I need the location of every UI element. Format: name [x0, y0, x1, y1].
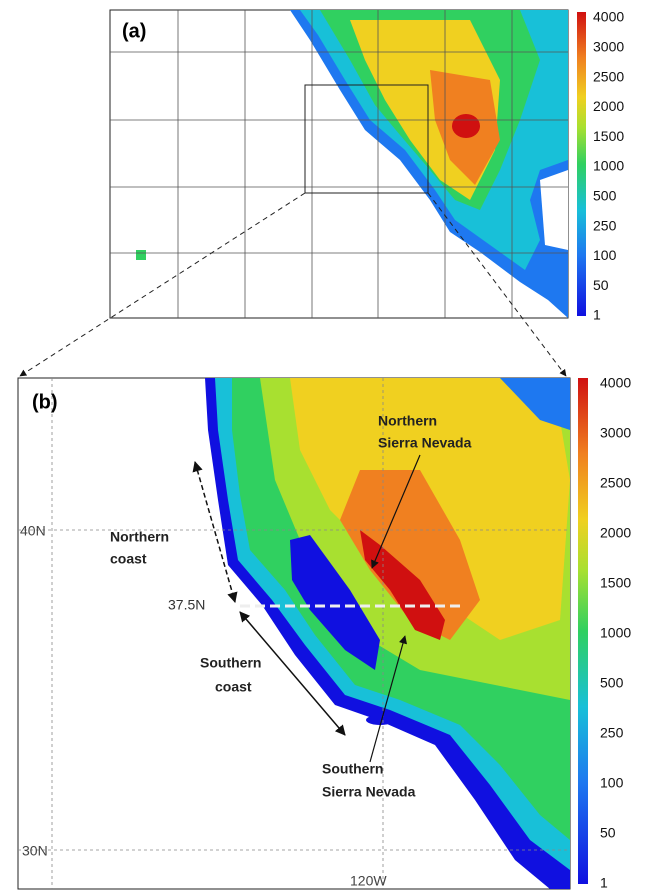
annotation: Sierra Nevada [322, 784, 416, 800]
colorbar [577, 12, 586, 316]
colorbar-label: 1500 [593, 128, 624, 144]
annotation: coast [110, 551, 147, 567]
colorbar-label: 1000 [600, 625, 631, 641]
annotation: Northern [110, 529, 169, 545]
terrain-a [136, 10, 568, 318]
colorbar-label: 250 [600, 725, 624, 741]
arrow [239, 611, 346, 736]
arrow [371, 454, 421, 569]
colorbar-label: 4000 [593, 9, 624, 25]
terrain-b [205, 378, 570, 889]
colorbar-label: 100 [593, 247, 617, 263]
colorbar-label: 100 [600, 775, 624, 791]
colorbar-label: 500 [593, 188, 617, 204]
annotation: Northern [378, 413, 437, 429]
arrow [369, 635, 408, 763]
panel-label: (a) [122, 20, 146, 42]
zoom-arrow [427, 192, 567, 377]
colorbar-label: 1000 [593, 158, 624, 174]
colorbar-label: 2000 [600, 525, 631, 541]
colorbar [578, 378, 588, 884]
colorbar-label: 50 [600, 825, 616, 841]
grid-label: 120W [350, 873, 387, 889]
annotation: coast [215, 679, 252, 695]
colorbar-label: 2000 [593, 98, 624, 114]
inset-box [304, 84, 429, 194]
colorbar-label: 3000 [593, 39, 624, 55]
colorbar-label: 1500 [600, 575, 631, 591]
colorbar-label: 2500 [600, 475, 631, 491]
annotation: Southern [200, 655, 261, 671]
annotation: Sierra Nevada [378, 435, 472, 451]
panel-label: (b) [32, 391, 58, 413]
grid-a [110, 10, 568, 318]
colorbar-label: 250 [593, 217, 617, 233]
panel-a: (a) [109, 9, 586, 319]
grid-label: 40N [20, 523, 46, 539]
colorbar-label: 3000 [600, 425, 631, 441]
colorbar-label: 1 [593, 307, 601, 323]
colorbar-label: 4000 [600, 375, 631, 391]
arrow [192, 460, 238, 604]
zoom-arrow [19, 192, 306, 377]
panel-b: 40N 30N 120W 37.5N Northern coast Southe… [17, 377, 588, 890]
divider-label: 37.5N [168, 597, 205, 613]
annotation: Southern [322, 761, 383, 777]
colorbar-label: 50 [593, 277, 609, 293]
grid-label: 30N [22, 843, 48, 859]
colorbar-label: 500 [600, 675, 624, 691]
colorbar-label: 2500 [593, 68, 624, 84]
colorbar-label: 1 [600, 875, 608, 891]
